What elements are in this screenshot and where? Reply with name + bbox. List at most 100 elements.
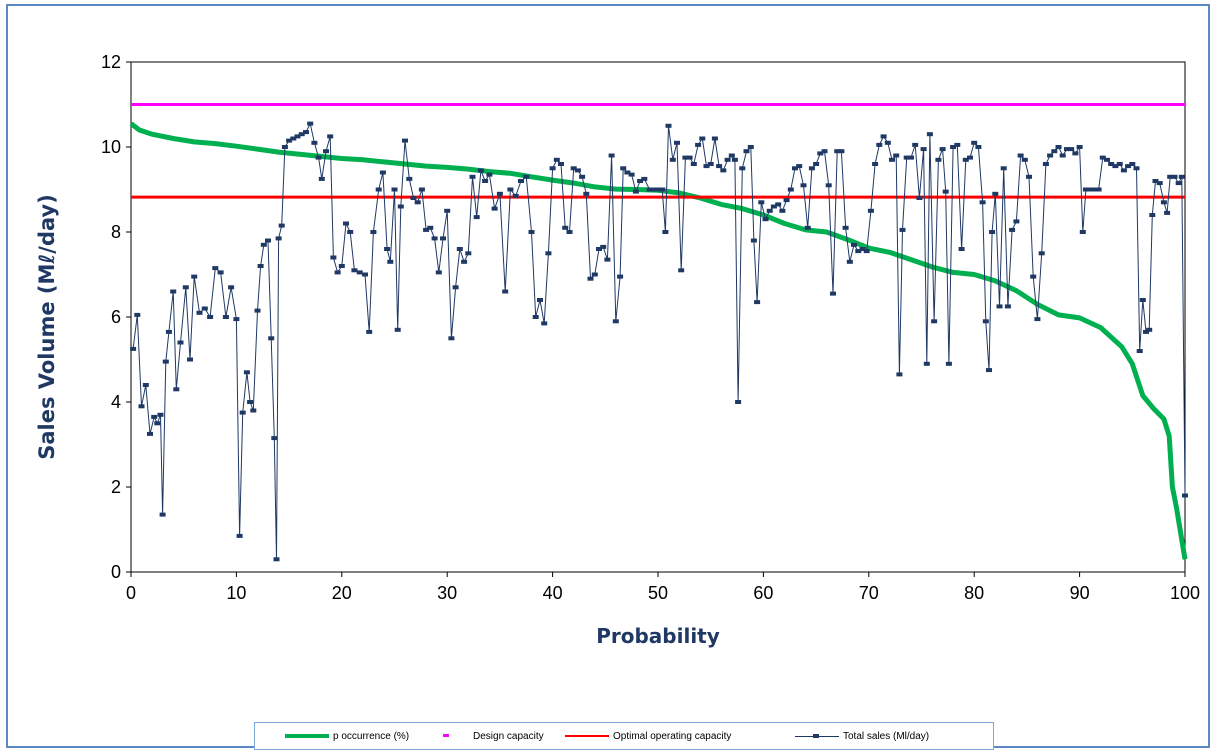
series-point-3 — [1051, 149, 1057, 153]
series-point-3 — [233, 317, 239, 321]
series-point-3 — [720, 168, 726, 172]
series-point-3 — [212, 266, 218, 270]
series-point-3 — [419, 188, 425, 192]
x-tick-label: 50 — [648, 583, 668, 603]
series-point-3 — [279, 224, 285, 228]
series-point-3 — [699, 137, 705, 141]
series-point-3 — [986, 368, 992, 372]
series-point-3 — [497, 192, 503, 196]
legend-item-2: Optimal operating capacity — [565, 723, 731, 749]
series-point-3 — [482, 179, 488, 183]
series-point-3 — [384, 247, 390, 251]
series-point-3 — [1047, 154, 1053, 158]
series-point-3 — [629, 173, 635, 177]
series-point-3 — [659, 188, 665, 192]
series-point-3 — [992, 192, 998, 196]
series-point-3 — [250, 409, 256, 413]
series-point-3 — [319, 177, 325, 181]
x-tick-label: 40 — [543, 583, 563, 603]
series-point-3 — [881, 134, 887, 138]
series-point-3 — [143, 383, 149, 387]
series-point-3 — [779, 209, 785, 213]
series-point-3 — [575, 168, 581, 172]
series-point-3 — [347, 230, 353, 234]
x-tick-label: 30 — [437, 583, 457, 603]
series-point-3 — [465, 251, 471, 255]
series-point-3 — [838, 149, 844, 153]
series-point-3 — [989, 230, 995, 234]
series-point-3 — [609, 154, 615, 158]
series-point-3 — [735, 400, 741, 404]
series-point-3 — [134, 313, 140, 317]
legend-label-2: Optimal operating capacity — [613, 731, 731, 742]
series-point-3 — [796, 164, 802, 168]
series-point-3 — [247, 400, 253, 404]
legend: p occurrence (%) Design capacity Optimal o… — [254, 722, 994, 750]
series-point-3 — [1129, 162, 1135, 166]
x-axis-title: Probability — [596, 624, 720, 648]
series-point-3 — [1140, 298, 1146, 302]
series-point-3 — [868, 209, 874, 213]
y-tick-label: 8 — [111, 222, 121, 242]
series-point-3 — [343, 222, 349, 226]
x-tick-label: 100 — [1170, 583, 1200, 603]
series-point-3 — [191, 275, 197, 279]
series-point-3 — [843, 226, 849, 230]
series-point-3 — [139, 404, 145, 408]
series-point-3 — [244, 370, 250, 374]
series-point-3 — [751, 239, 757, 243]
series-point-3 — [518, 179, 524, 183]
series-point-3 — [492, 207, 498, 211]
series-point-3 — [474, 215, 480, 219]
series-point-3 — [237, 534, 243, 538]
series-point-3 — [678, 268, 684, 272]
series-point-3 — [670, 158, 676, 162]
x-tick-label: 70 — [859, 583, 879, 603]
series-point-3 — [147, 432, 153, 436]
legend-swatch-1 — [425, 731, 469, 741]
series-point-3 — [258, 264, 264, 268]
series-point-3 — [1001, 166, 1007, 170]
series-point-3 — [967, 156, 973, 160]
series-point-3 — [255, 309, 261, 313]
series-point-3 — [1018, 154, 1024, 158]
series-point-3 — [1104, 158, 1110, 162]
series-point-3 — [935, 158, 941, 162]
series-point-3 — [558, 162, 564, 166]
series-point-3 — [604, 258, 610, 262]
series-point-3 — [971, 141, 977, 145]
series-point-3 — [550, 166, 556, 170]
series-point-3 — [1172, 175, 1178, 179]
series-point-3 — [268, 336, 274, 340]
series-point-3 — [380, 171, 386, 175]
series-point-3 — [885, 141, 891, 145]
series-lines — [130, 105, 1188, 562]
series-point-3 — [1096, 188, 1102, 192]
series-point-3 — [729, 154, 735, 158]
series-point-3 — [402, 139, 408, 143]
series-point-3 — [620, 166, 626, 170]
series-point-3 — [1060, 154, 1066, 158]
series-point-3 — [1026, 175, 1032, 179]
series-point-3 — [1077, 145, 1083, 149]
series-point-3 — [826, 183, 832, 187]
series-point-3 — [748, 145, 754, 149]
series-point-3 — [613, 319, 619, 323]
series-point-3 — [274, 557, 280, 561]
y-tick-label: 2 — [111, 477, 121, 497]
series-point-3 — [265, 239, 271, 243]
series-point-3 — [432, 236, 438, 240]
series-point-3 — [1149, 213, 1155, 217]
series-point-3 — [708, 162, 714, 166]
series-point-3 — [335, 270, 341, 274]
plot-area — [131, 62, 1185, 572]
series-point-3 — [307, 122, 313, 126]
series-point-3 — [633, 190, 639, 194]
legend-item-3: Total sales (Ml/day) — [795, 723, 929, 749]
series-point-3 — [1022, 158, 1028, 162]
series-point-3 — [695, 143, 701, 147]
series-point-3 — [1034, 317, 1040, 321]
series-point-3 — [351, 268, 357, 272]
x-tick-label: 10 — [226, 583, 246, 603]
series-point-3 — [502, 290, 508, 294]
